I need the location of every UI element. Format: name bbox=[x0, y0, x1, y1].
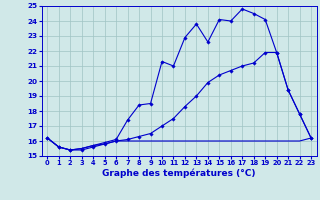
X-axis label: Graphe des températures (°C): Graphe des températures (°C) bbox=[102, 169, 256, 178]
